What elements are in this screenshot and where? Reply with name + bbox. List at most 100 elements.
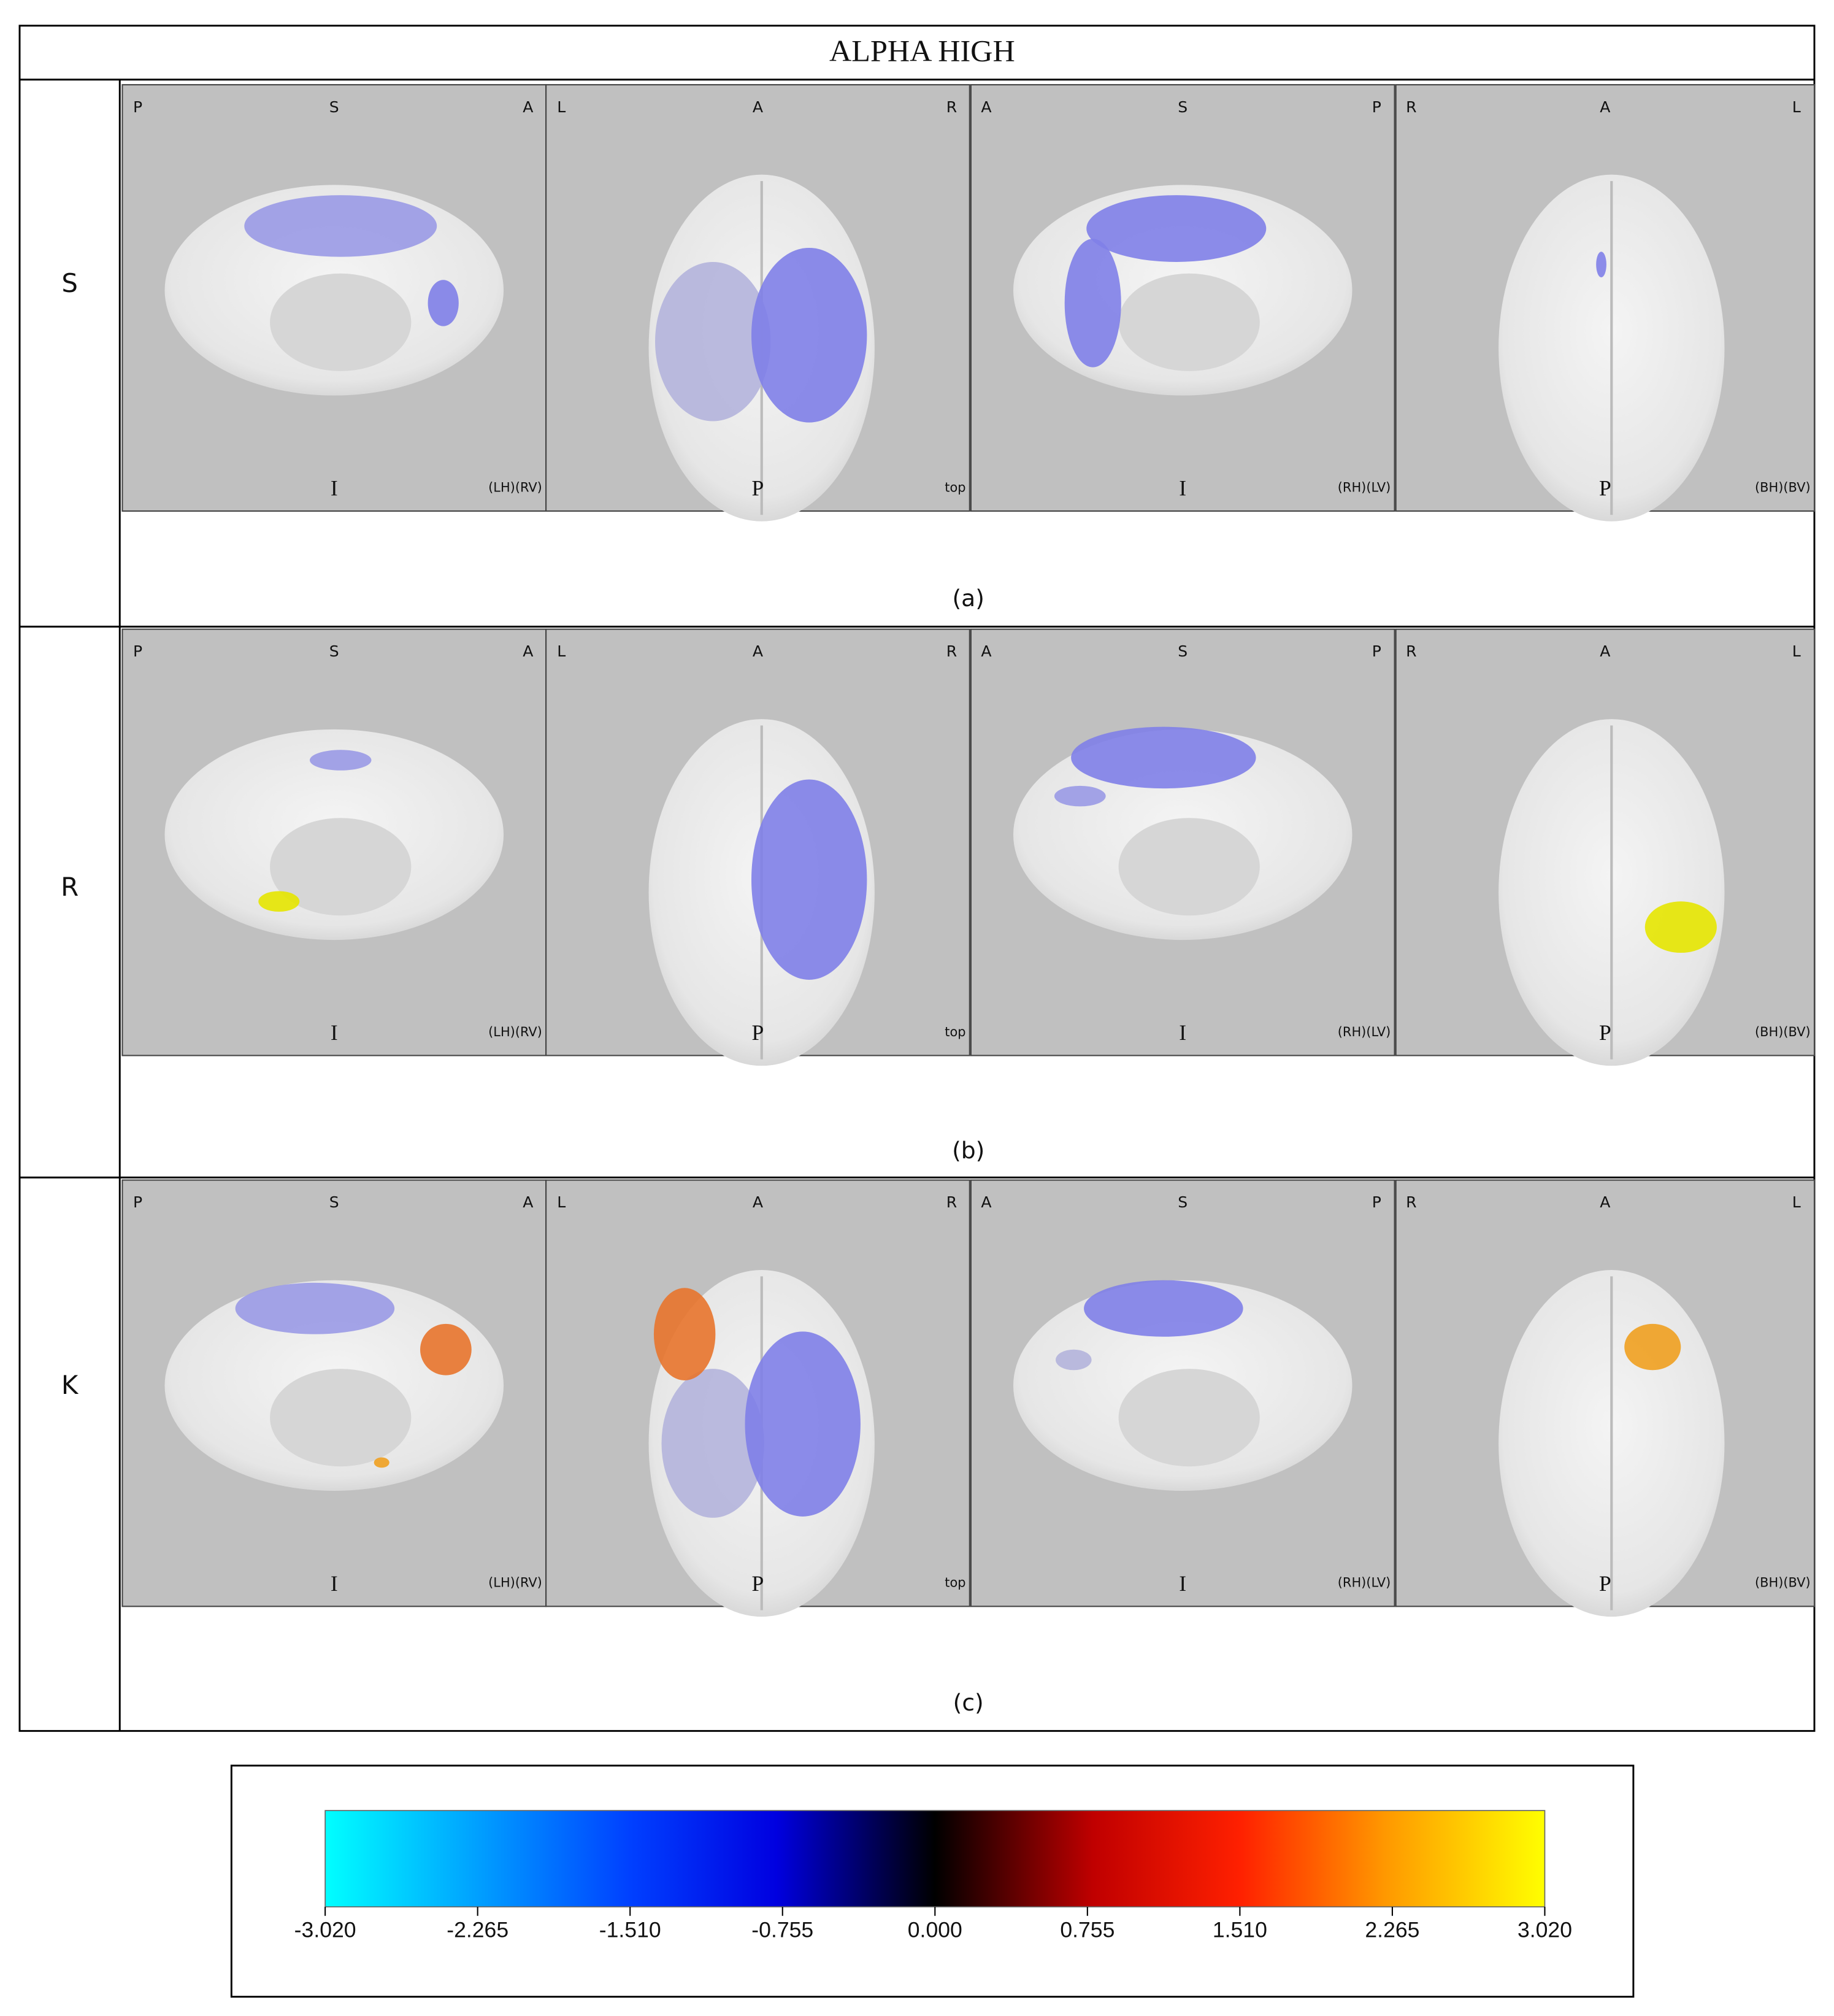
- row-caption: (b): [952, 1137, 984, 1164]
- activation: [751, 247, 867, 423]
- view-label: top: [945, 480, 965, 494]
- view-label: top: [945, 1575, 965, 1590]
- orientation-label: P: [133, 642, 142, 660]
- orientation-label: A: [1600, 1193, 1610, 1211]
- orientation-label: R: [946, 98, 957, 116]
- orientation-label: P: [1599, 1020, 1611, 1045]
- orientation-label: R: [1406, 98, 1416, 116]
- activation: [244, 195, 437, 257]
- orientation-label: L: [1792, 642, 1801, 660]
- activation: [745, 1331, 861, 1517]
- orientation-label: A: [753, 98, 763, 116]
- colorbar-tick-label: -2.265: [447, 1917, 508, 1942]
- activation: [428, 280, 459, 326]
- orientation-label: I: [331, 1020, 338, 1045]
- brain-inner: [270, 273, 412, 371]
- figure-title: ALPHA HIGH: [829, 33, 1015, 67]
- orientation-label: P: [1372, 642, 1381, 660]
- activation: [1624, 1323, 1681, 1371]
- orientation-label: A: [1600, 642, 1610, 660]
- activation: [258, 891, 300, 912]
- activation: [235, 1282, 395, 1334]
- colorbar-tick-label: 1.510: [1213, 1917, 1267, 1942]
- orientation-label: I: [1179, 1571, 1186, 1596]
- brain-inner: [1118, 818, 1260, 916]
- orientation-label: L: [1792, 1193, 1801, 1211]
- activation: [653, 1288, 716, 1380]
- view-label: (BH)(BV): [1755, 1025, 1811, 1039]
- orientation-label: S: [1178, 642, 1187, 660]
- orientation-label: P: [1599, 1571, 1611, 1596]
- orientation-label: S: [329, 1193, 339, 1211]
- orientation-label: P: [752, 476, 764, 501]
- view-label: top: [945, 1025, 965, 1039]
- orientation-label: A: [981, 642, 991, 660]
- orientation-label: P: [1372, 98, 1381, 116]
- view-label: (RH)(LV): [1338, 480, 1391, 494]
- orientation-label: L: [557, 98, 566, 116]
- orientation-label: A: [523, 642, 533, 660]
- view-label: (LH)(RV): [488, 1025, 542, 1039]
- activation: [1084, 1280, 1243, 1337]
- orientation-label: P: [133, 98, 142, 116]
- orientation-label: L: [557, 642, 566, 660]
- activation: [1054, 785, 1106, 807]
- row-label: S: [61, 268, 78, 298]
- orientation-label: I: [1179, 1020, 1186, 1045]
- view-label: (LH)(RV): [488, 480, 542, 494]
- view-label: (BH)(BV): [1755, 1575, 1811, 1590]
- activation: [310, 750, 372, 771]
- orientation-label: A: [753, 642, 763, 660]
- view-label: (LH)(RV): [488, 1575, 542, 1590]
- orientation-label: A: [981, 1193, 991, 1211]
- orientation-label: I: [331, 476, 338, 501]
- view-label: (BH)(BV): [1755, 480, 1811, 494]
- activation: [1056, 1349, 1092, 1371]
- orientation-label: S: [1178, 1193, 1187, 1211]
- orientation-label: S: [329, 98, 339, 116]
- colorbar-tick-label: 2.265: [1365, 1917, 1419, 1942]
- activation: [1086, 195, 1267, 262]
- colorbar-tick-label: 0.000: [908, 1917, 962, 1942]
- orientation-label: P: [1372, 1193, 1381, 1211]
- orientation-label: P: [752, 1020, 764, 1045]
- orientation-label: R: [1406, 1193, 1416, 1211]
- brain-inner: [270, 818, 412, 916]
- orientation-label: R: [1406, 642, 1416, 660]
- activation: [1596, 252, 1606, 278]
- orientation-label: A: [753, 1193, 763, 1211]
- orientation-label: A: [1600, 98, 1610, 116]
- row-caption: (a): [952, 585, 984, 612]
- colorbar-frame: [230, 1764, 1635, 1998]
- colorbar-tick-label: -0.755: [751, 1917, 813, 1942]
- row-caption: (c): [953, 1689, 984, 1716]
- orientation-label: L: [1792, 98, 1801, 116]
- brain-inner: [1118, 1369, 1260, 1467]
- activation: [374, 1457, 389, 1468]
- orientation-label: L: [557, 1193, 566, 1211]
- activation: [751, 779, 867, 980]
- brain-inner: [270, 1369, 412, 1467]
- orientation-label: A: [523, 98, 533, 116]
- view-label: (RH)(LV): [1338, 1025, 1391, 1039]
- activation: [655, 261, 771, 421]
- orientation-label: P: [1599, 476, 1611, 501]
- colorbar-tick-label: -1.510: [599, 1917, 661, 1942]
- orientation-label: R: [946, 1193, 957, 1211]
- activation: [1064, 239, 1121, 367]
- row-label: K: [61, 1370, 79, 1400]
- colorbar-tick-label: 0.755: [1060, 1917, 1115, 1942]
- orientation-label: R: [946, 642, 957, 660]
- activation: [1071, 726, 1256, 789]
- orientation-label: P: [752, 1571, 764, 1596]
- colorbar-tick-label: -3.020: [294, 1917, 356, 1942]
- activation: [1644, 901, 1717, 953]
- colorbar: [324, 1810, 1546, 1907]
- orientation-label: A: [523, 1193, 533, 1211]
- orientation-label: S: [1178, 98, 1187, 116]
- view-label: (RH)(LV): [1338, 1575, 1391, 1590]
- colorbar-tick-label: 3.020: [1517, 1917, 1572, 1942]
- row-label: R: [61, 872, 79, 902]
- orientation-label: I: [331, 1571, 338, 1596]
